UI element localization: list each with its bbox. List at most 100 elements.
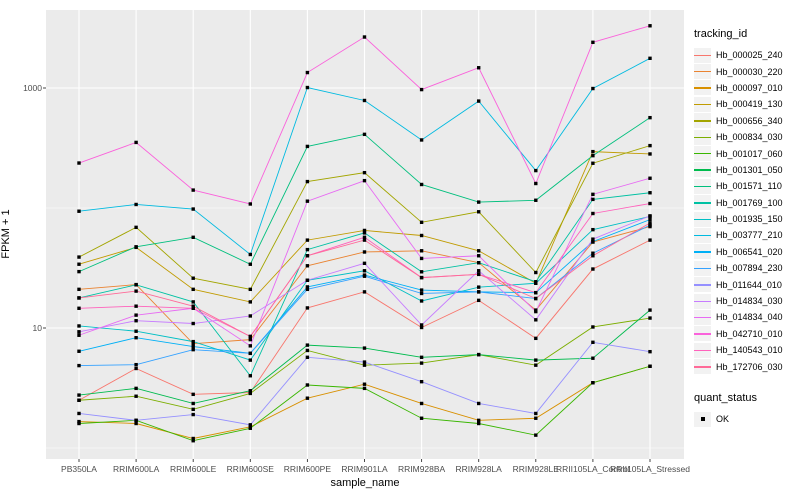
data-point xyxy=(191,188,195,192)
data-point xyxy=(134,366,138,371)
data-point xyxy=(648,191,652,195)
data-point xyxy=(191,412,195,417)
legend-item-Hb_001769_100: Hb_001769_100 xyxy=(694,195,798,211)
data-point xyxy=(134,304,138,308)
legend-key-line xyxy=(694,284,711,286)
data-point xyxy=(134,394,138,398)
legend-item-Hb_042710_010: Hb_042710_010 xyxy=(694,326,798,342)
data-point xyxy=(77,363,81,368)
legend-key-swatch xyxy=(694,359,711,375)
data-point xyxy=(648,221,652,225)
legend2-item-OK: OK xyxy=(694,411,798,427)
data-point xyxy=(477,352,481,357)
legend-title: tracking_id xyxy=(694,28,748,40)
legend-key-swatch xyxy=(694,342,711,358)
x-tick-label: RRIM600PE xyxy=(283,464,332,474)
data-point xyxy=(77,209,81,213)
legend-key-line xyxy=(694,234,711,237)
legend-key-swatch xyxy=(694,277,711,293)
data-point xyxy=(477,254,481,258)
data-point xyxy=(77,324,81,328)
legend-key-swatch xyxy=(694,211,711,227)
data-point xyxy=(134,289,138,293)
legend-item-label: Hb_006541_020 xyxy=(716,246,783,257)
data-point xyxy=(77,262,81,266)
legend-item-Hb_001301_050: Hb_001301_050 xyxy=(694,162,798,178)
data-point xyxy=(134,329,138,333)
legend-key-line xyxy=(694,71,711,73)
data-point xyxy=(362,290,367,294)
legend-key-swatch xyxy=(694,293,711,309)
data-point xyxy=(248,358,252,362)
legend-key-line xyxy=(694,202,711,204)
data-point xyxy=(648,308,652,312)
data-point xyxy=(534,363,538,367)
legend-key-swatch xyxy=(694,195,711,211)
data-point xyxy=(134,245,138,249)
data-point xyxy=(477,285,481,289)
legend-key-line xyxy=(694,169,711,171)
y-tick-label: 1000 xyxy=(23,83,42,93)
data-point xyxy=(248,351,252,356)
data-point xyxy=(248,344,252,348)
data-point xyxy=(191,341,195,346)
data-point xyxy=(477,99,481,103)
x-tick-label: PB350LA xyxy=(61,464,97,474)
data-point xyxy=(534,309,538,314)
data-point xyxy=(534,318,538,322)
legend-item-label: Hb_014834_030 xyxy=(716,296,783,307)
data-point xyxy=(305,144,310,149)
legend-key-swatch xyxy=(694,227,711,243)
data-point xyxy=(591,161,595,165)
legend-key-line xyxy=(694,300,711,302)
data-point xyxy=(362,250,367,254)
legend-item-label: Hb_003777_210 xyxy=(716,230,783,241)
legend-key-swatch xyxy=(694,178,711,194)
data-point xyxy=(419,270,424,274)
x-tick-label: RRIM928LA xyxy=(455,464,502,474)
legend-item-label: Hb_011644_010 xyxy=(716,279,782,290)
data-point xyxy=(77,330,81,334)
data-point xyxy=(305,264,310,268)
data-point xyxy=(477,418,481,423)
legend-key-line xyxy=(694,251,711,253)
data-point xyxy=(648,214,652,218)
legend-key-line xyxy=(694,267,711,270)
data-point xyxy=(477,298,481,303)
legend2-title: quant_status xyxy=(694,392,757,404)
data-point xyxy=(362,178,367,183)
y-tick-label: 10 xyxy=(32,323,42,333)
legend-item-Hb_014834_030: Hb_014834_030 xyxy=(694,293,798,309)
data-point xyxy=(191,407,195,412)
legend-key-line xyxy=(694,333,711,335)
legend-item-label: Hb_001301_050 xyxy=(716,164,783,175)
data-point xyxy=(305,287,310,292)
legend-item-label: Hb_000656_340 xyxy=(716,115,783,126)
legend-item-label: Hb_007894_230 xyxy=(716,263,783,274)
data-point xyxy=(305,285,310,289)
legend-item-Hb_007894_230: Hb_007894_230 xyxy=(694,260,798,276)
legend-key-swatch xyxy=(694,96,711,112)
data-point xyxy=(191,439,195,443)
data-point xyxy=(191,401,195,406)
data-point xyxy=(77,419,81,424)
data-point xyxy=(77,333,81,337)
data-point xyxy=(248,337,252,342)
data-point xyxy=(534,416,538,420)
legend-key-swatch xyxy=(694,146,711,162)
data-point xyxy=(77,421,81,426)
data-point xyxy=(591,239,595,244)
data-point xyxy=(362,228,367,233)
data-point xyxy=(305,278,310,282)
data-point xyxy=(477,401,481,406)
data-point xyxy=(648,238,652,242)
legend-item-Hb_006541_020: Hb_006541_020 xyxy=(694,244,798,260)
legend-quant-status: quant_status OK xyxy=(694,392,798,427)
legend2-key-point xyxy=(700,417,705,422)
data-point xyxy=(305,199,310,203)
legend-key-swatch xyxy=(694,260,711,276)
data-point xyxy=(591,192,595,197)
data-point xyxy=(134,283,138,287)
data-point xyxy=(648,316,652,320)
legend-item-label: Hb_172706_030 xyxy=(716,361,783,372)
